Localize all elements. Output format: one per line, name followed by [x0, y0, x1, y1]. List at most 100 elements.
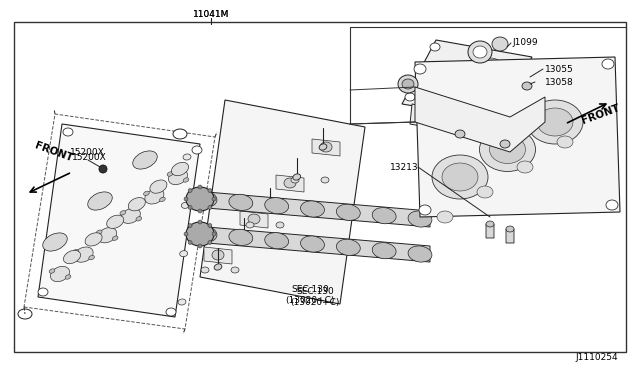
- FancyBboxPatch shape: [506, 229, 514, 243]
- Ellipse shape: [229, 194, 253, 211]
- Ellipse shape: [136, 217, 141, 221]
- Ellipse shape: [120, 211, 125, 215]
- Ellipse shape: [293, 174, 301, 180]
- Ellipse shape: [442, 163, 478, 191]
- FancyBboxPatch shape: [486, 224, 494, 238]
- Ellipse shape: [38, 288, 48, 296]
- Ellipse shape: [212, 232, 216, 236]
- Ellipse shape: [414, 64, 426, 74]
- Text: J1110254: J1110254: [575, 353, 618, 362]
- Ellipse shape: [276, 222, 284, 228]
- Ellipse shape: [437, 211, 453, 223]
- Ellipse shape: [178, 299, 186, 305]
- Ellipse shape: [198, 185, 202, 189]
- Ellipse shape: [188, 189, 192, 193]
- Ellipse shape: [320, 142, 332, 152]
- Ellipse shape: [337, 204, 360, 221]
- Ellipse shape: [143, 191, 149, 196]
- Ellipse shape: [319, 144, 327, 150]
- Text: 15200X: 15200X: [70, 148, 105, 157]
- Text: (13020+C): (13020+C): [285, 295, 335, 305]
- Ellipse shape: [184, 232, 188, 236]
- Ellipse shape: [405, 93, 415, 101]
- Text: 13213: 13213: [390, 163, 419, 171]
- Ellipse shape: [284, 178, 296, 188]
- Ellipse shape: [602, 59, 614, 69]
- Ellipse shape: [150, 180, 167, 193]
- Ellipse shape: [198, 244, 202, 248]
- Ellipse shape: [73, 249, 79, 254]
- Ellipse shape: [419, 205, 431, 215]
- Ellipse shape: [201, 267, 209, 273]
- Ellipse shape: [43, 233, 67, 251]
- Ellipse shape: [132, 151, 157, 169]
- Ellipse shape: [173, 129, 187, 139]
- Ellipse shape: [159, 197, 165, 202]
- Ellipse shape: [208, 205, 212, 209]
- Ellipse shape: [188, 240, 192, 244]
- Ellipse shape: [107, 215, 124, 228]
- Polygon shape: [276, 175, 304, 192]
- Ellipse shape: [128, 198, 145, 211]
- Ellipse shape: [477, 186, 493, 198]
- Ellipse shape: [246, 222, 254, 228]
- Ellipse shape: [121, 208, 140, 224]
- Text: 13055: 13055: [545, 64, 573, 74]
- Ellipse shape: [506, 226, 514, 232]
- Ellipse shape: [65, 275, 71, 279]
- Ellipse shape: [198, 220, 202, 224]
- Ellipse shape: [402, 79, 414, 89]
- Ellipse shape: [167, 172, 173, 176]
- Polygon shape: [415, 57, 620, 217]
- Polygon shape: [200, 100, 365, 304]
- Ellipse shape: [265, 232, 289, 249]
- Ellipse shape: [557, 136, 573, 148]
- Ellipse shape: [188, 205, 192, 209]
- Ellipse shape: [212, 250, 224, 260]
- Ellipse shape: [208, 224, 212, 228]
- Polygon shape: [195, 226, 430, 262]
- Ellipse shape: [432, 155, 488, 199]
- Ellipse shape: [321, 177, 329, 183]
- Ellipse shape: [183, 154, 191, 160]
- Ellipse shape: [537, 108, 573, 136]
- Ellipse shape: [166, 308, 176, 316]
- Ellipse shape: [517, 161, 533, 173]
- Ellipse shape: [63, 128, 73, 136]
- Ellipse shape: [88, 192, 112, 210]
- Polygon shape: [195, 191, 430, 227]
- Text: 15200X: 15200X: [72, 153, 107, 161]
- Ellipse shape: [265, 198, 289, 214]
- Ellipse shape: [168, 169, 188, 185]
- Text: FRONT: FRONT: [580, 102, 621, 125]
- Ellipse shape: [479, 128, 536, 171]
- Ellipse shape: [468, 41, 492, 63]
- Polygon shape: [415, 87, 545, 152]
- Ellipse shape: [181, 202, 189, 208]
- Text: 11041M: 11041M: [193, 10, 229, 19]
- Ellipse shape: [63, 250, 81, 264]
- Polygon shape: [312, 139, 340, 156]
- Ellipse shape: [248, 214, 260, 224]
- Ellipse shape: [188, 224, 192, 228]
- Text: SEC.130: SEC.130: [296, 288, 334, 296]
- Text: 13058: 13058: [545, 77, 573, 87]
- Text: (13020+C): (13020+C): [291, 298, 340, 307]
- Polygon shape: [204, 247, 232, 264]
- Ellipse shape: [229, 229, 253, 246]
- Text: 11041M: 11041M: [193, 10, 229, 19]
- Ellipse shape: [180, 251, 188, 257]
- Ellipse shape: [267, 204, 275, 210]
- Ellipse shape: [145, 189, 164, 204]
- Ellipse shape: [475, 58, 505, 82]
- Ellipse shape: [490, 135, 525, 164]
- Ellipse shape: [606, 200, 618, 210]
- Ellipse shape: [291, 177, 299, 183]
- Ellipse shape: [415, 86, 445, 110]
- Ellipse shape: [198, 209, 202, 213]
- Ellipse shape: [183, 178, 189, 182]
- Ellipse shape: [85, 233, 102, 246]
- Ellipse shape: [301, 236, 324, 252]
- Ellipse shape: [430, 43, 440, 51]
- Ellipse shape: [193, 191, 217, 207]
